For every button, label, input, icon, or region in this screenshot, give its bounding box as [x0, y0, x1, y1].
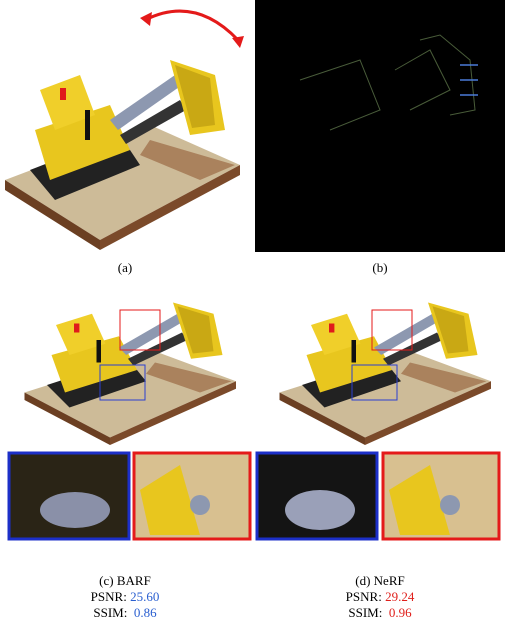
- panel-label: (c) BARF: [99, 573, 151, 588]
- psnr: PSNR: 29.24: [255, 589, 505, 605]
- image-a: [5, 9, 244, 250]
- crops: [7, 451, 501, 541]
- metric-value: 29.24: [385, 589, 415, 604]
- panel-label: (d) NeRF: [355, 573, 405, 588]
- metric-label: SSIM:: [93, 605, 128, 620]
- metric-label: PSNR:: [345, 589, 382, 604]
- caption-c: (c) BARF PSNR: 25.60 SSIM: 0.86: [0, 573, 250, 621]
- metric-value: 25.60: [130, 589, 160, 604]
- image-b: [255, 0, 505, 252]
- metric-value: 0.96: [388, 605, 412, 620]
- image-c: [24, 302, 237, 445]
- caption-a: (a): [117, 260, 133, 275]
- caption-d: (d) NeRF PSNR: 29.24 SSIM: 0.96: [255, 573, 505, 621]
- ssim: SSIM: 0.96: [255, 605, 505, 621]
- metric-value: 0.86: [133, 605, 157, 620]
- metric-label: SSIM:: [348, 605, 383, 620]
- metric-label: PSNR:: [90, 589, 127, 604]
- psnr: PSNR: 25.60: [0, 589, 250, 605]
- image-d: [279, 302, 491, 445]
- ssim: SSIM: 0.86: [0, 605, 250, 621]
- caption-b: (b): [372, 260, 388, 275]
